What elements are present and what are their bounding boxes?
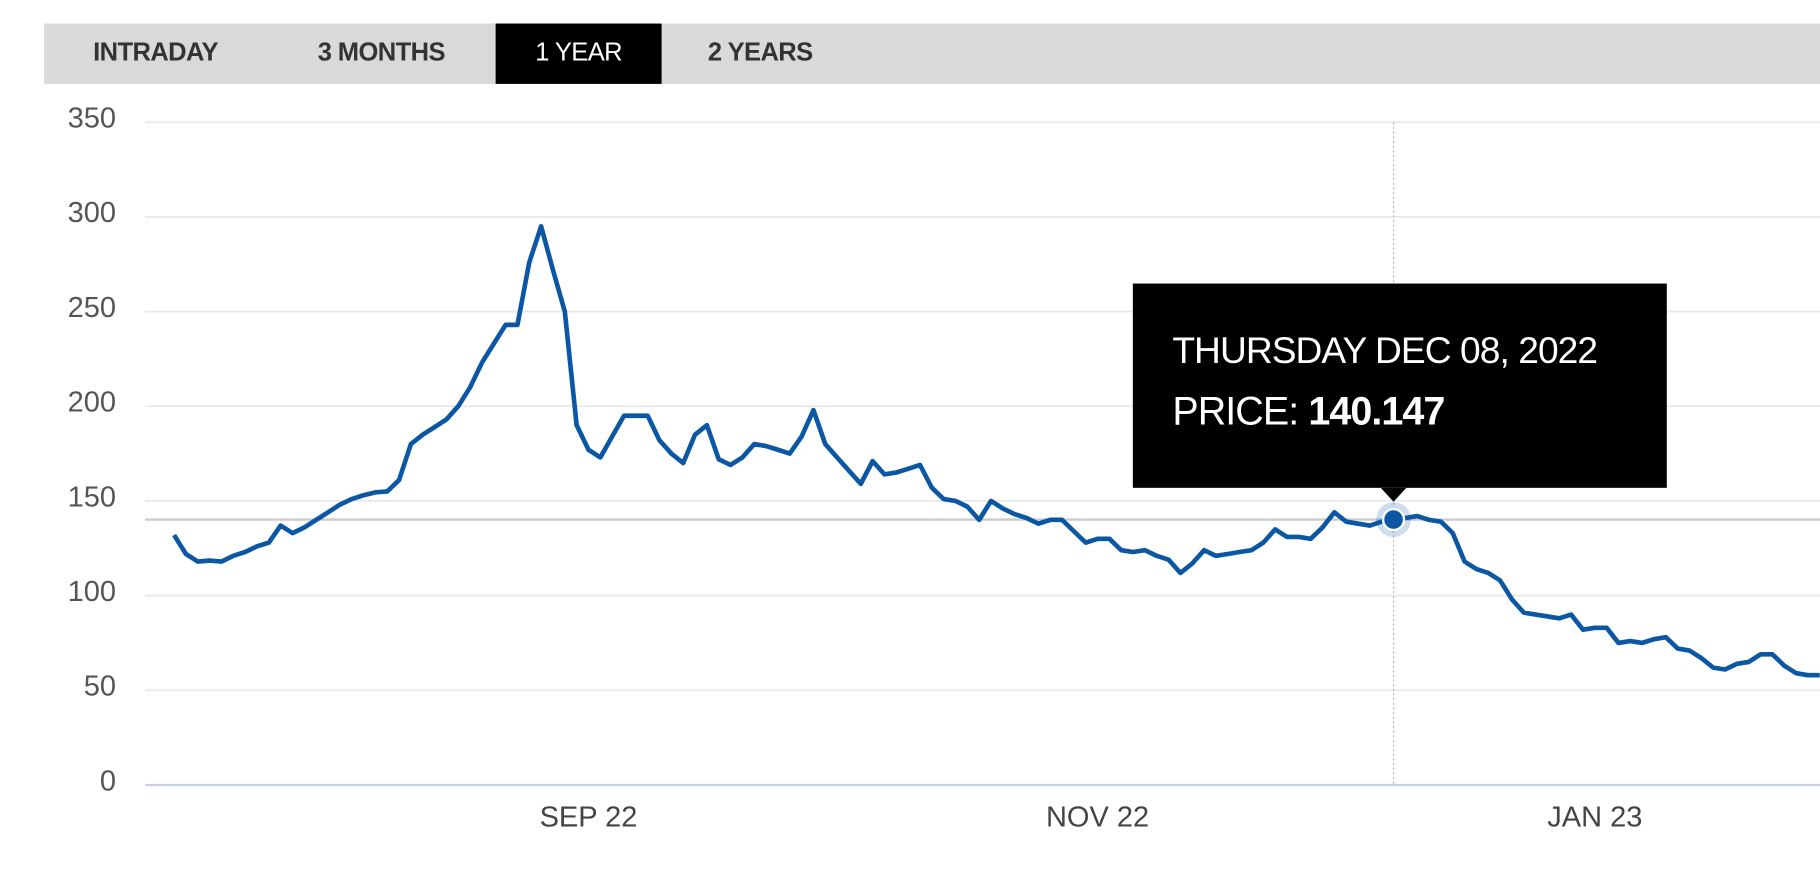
y-tick-label: 0 [100, 765, 116, 797]
y-tick-label: 250 [68, 292, 116, 324]
tooltip-value: 140.147 [1308, 390, 1444, 434]
tab[interactable]: 1 YEAR [535, 38, 623, 66]
x-tick-label: NOV 22 [1046, 801, 1149, 833]
y-tick-label: 350 [68, 103, 116, 135]
y-tick-label: 50 [84, 671, 116, 703]
y-tick-label: 150 [68, 481, 116, 513]
tooltip-title: THURSDAY DEC 08, 2022 [1172, 329, 1597, 371]
y-tick-label: 100 [68, 576, 116, 608]
tooltip-box [1132, 283, 1667, 488]
hover-dot [1381, 507, 1406, 532]
price-line [172, 224, 1820, 678]
x-tick-label: SEP 22 [540, 801, 638, 833]
tooltip-pointer [1380, 487, 1407, 502]
y-tick-label: 300 [68, 197, 116, 229]
tab[interactable]: 3 MONTHS [318, 38, 446, 66]
tab[interactable]: INTRADAY [93, 38, 219, 66]
x-tick-label: JAN 23 [1547, 801, 1642, 833]
tooltip-price: PRICE: 140.147 [1172, 390, 1444, 434]
tab-bar [44, 23, 1820, 84]
tooltip-label: PRICE: [1172, 390, 1298, 434]
y-tick-label: 200 [68, 387, 116, 419]
tab[interactable]: 2 YEARS [708, 38, 814, 66]
tab-active-bg [495, 23, 662, 84]
